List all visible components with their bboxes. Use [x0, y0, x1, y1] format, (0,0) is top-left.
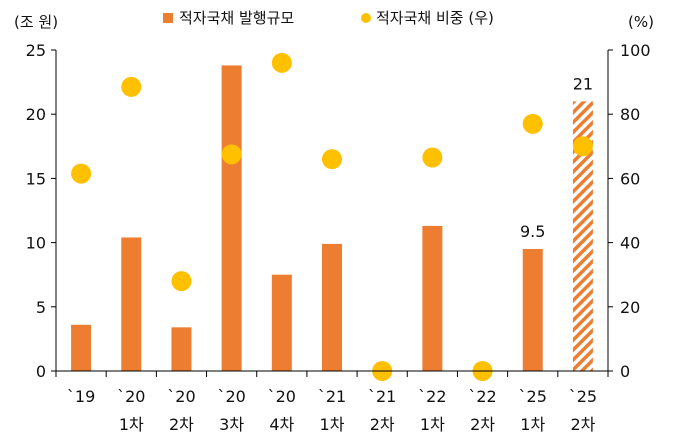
left-tick-label: 0 [36, 362, 46, 381]
x-tick-label: 1차 [119, 415, 144, 434]
x-tick-label: 2차 [370, 415, 395, 434]
bar [171, 327, 192, 371]
x-tick-label: `22 [468, 387, 496, 406]
right-tick-label: 40 [620, 234, 640, 253]
left-tick-label: 5 [36, 298, 46, 317]
x-tick-label: 2차 [169, 415, 194, 434]
right-axis-ticks: 0 20 40 60 80 100 [608, 41, 651, 381]
dot [71, 163, 92, 184]
bar-value-label: 9.5 [520, 222, 545, 241]
x-tick-label: `20 [268, 387, 296, 406]
x-tick-label: `25 [519, 387, 547, 406]
left-tick-label: 25 [26, 41, 46, 60]
bar-value-label: 21 [573, 74, 593, 93]
x-tick-label: 2차 [470, 415, 495, 434]
dot [271, 52, 292, 73]
right-axis-unit: (%) [628, 13, 654, 31]
dot [171, 271, 192, 292]
left-axis-unit: (조 원) [14, 13, 58, 31]
x-tick-label: `22 [418, 387, 446, 406]
bar [121, 237, 142, 371]
data-labels: 9.5 21 [520, 74, 593, 241]
dot [221, 144, 242, 165]
right-tick-label: 0 [620, 362, 630, 381]
dot [422, 147, 443, 168]
x-tick-label: `20 [117, 387, 145, 406]
x-tick-label: 1차 [320, 415, 345, 434]
dot [522, 113, 543, 134]
x-tick-label: 1차 [420, 415, 445, 434]
bar [572, 101, 593, 372]
left-tick-label: 15 [26, 169, 46, 188]
bar-series [71, 65, 593, 372]
dot [572, 136, 593, 157]
legend-dot-swatch [361, 13, 371, 23]
right-tick-label: 100 [620, 41, 651, 60]
x-tick-label: 3차 [219, 415, 244, 434]
x-tick-label: 4차 [269, 415, 294, 434]
x-axis-ticks: `19 `20 1차 `20 2차 `20 3차 `20 4차 `21 1차 `21 2차 `22 1차 `2… [55, 371, 609, 434]
left-axis-ticks: 0 5 10 15 20 25 [26, 41, 56, 381]
right-tick-label: 80 [620, 105, 640, 124]
x-tick-label: `20 [167, 387, 195, 406]
bar [522, 249, 543, 371]
right-tick-label: 20 [620, 298, 640, 317]
x-tick-label: `25 [569, 387, 597, 406]
bar [322, 243, 342, 371]
left-tick-label: 20 [26, 105, 46, 124]
bar [221, 65, 242, 372]
right-tick-label: 60 [620, 169, 640, 188]
left-tick-label: 10 [26, 234, 46, 253]
dot [121, 76, 142, 97]
x-tick-label: 1차 [520, 415, 545, 434]
legend-bar-swatch [163, 13, 173, 23]
legend-bar-label: 적자국채 발행규모 [179, 9, 294, 27]
legend-dot-label: 적자국채 비중 (우) [376, 9, 494, 27]
x-tick-label: `20 [217, 387, 245, 406]
x-tick-label: 2차 [570, 415, 595, 434]
x-tick-label: `19 [67, 387, 95, 406]
bar [271, 274, 292, 371]
bar [422, 225, 443, 371]
x-tick-label: `21 [368, 387, 396, 406]
x-tick-label: `21 [318, 387, 346, 406]
dot [322, 149, 342, 170]
legend: 적자국채 발행규모 적자국채 비중 (우) [163, 9, 494, 27]
dot-series [71, 52, 593, 381]
bar [71, 324, 92, 371]
